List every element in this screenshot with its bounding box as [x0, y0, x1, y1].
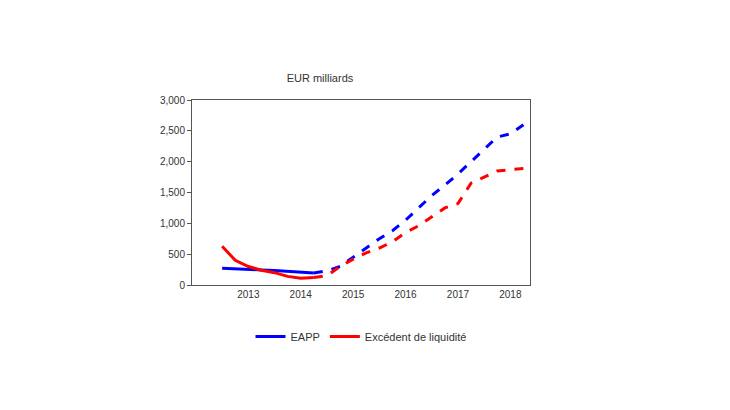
svg-text:1,500: 1,500: [160, 187, 185, 198]
svg-text:500: 500: [168, 249, 185, 260]
svg-text:2,000: 2,000: [160, 156, 185, 167]
svg-text:1,000: 1,000: [160, 218, 185, 229]
svg-text:2016: 2016: [394, 289, 417, 300]
svg-text:2014: 2014: [290, 289, 313, 300]
svg-text:2017: 2017: [447, 289, 470, 300]
svg-text:EUR milliards: EUR milliards: [287, 72, 354, 84]
svg-text:2,500: 2,500: [160, 125, 185, 136]
svg-text:2015: 2015: [342, 289, 365, 300]
svg-text:2018: 2018: [499, 289, 522, 300]
svg-text:3,000: 3,000: [160, 95, 185, 106]
svg-text:Excédent de liquidité: Excédent de liquidité: [365, 331, 467, 343]
svg-text:EAPP: EAPP: [291, 331, 320, 343]
svg-text:0: 0: [179, 280, 185, 291]
svg-text:2013: 2013: [237, 289, 260, 300]
